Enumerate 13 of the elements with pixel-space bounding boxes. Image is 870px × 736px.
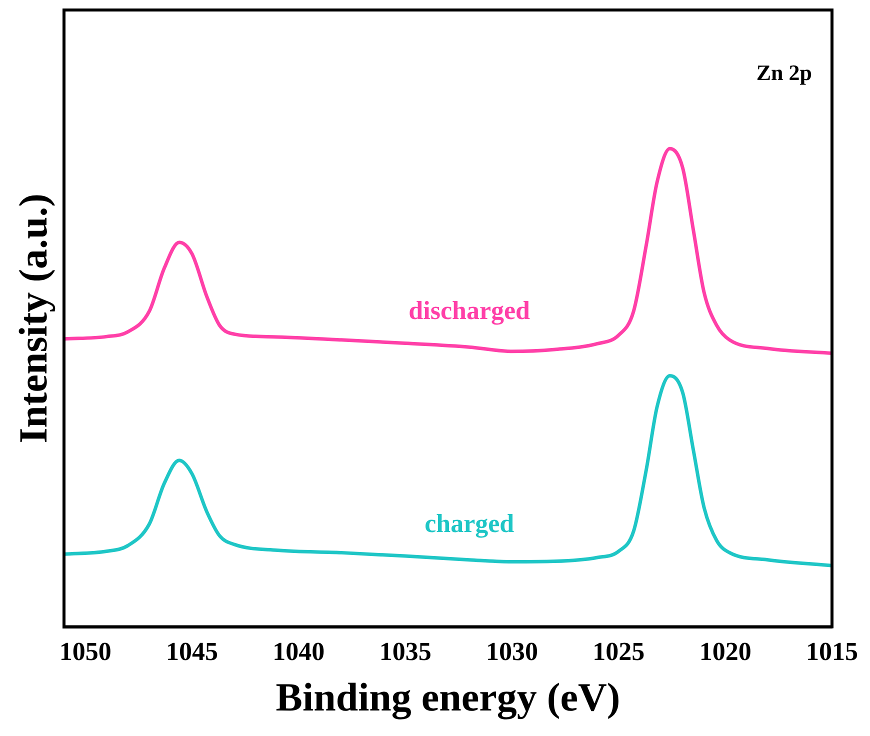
x-tick-label: 1015 [806, 637, 858, 666]
x-tick-label: 1045 [166, 637, 218, 666]
x-tick-label: 1035 [379, 637, 432, 666]
x-tick-label: 1030 [486, 637, 538, 666]
series-label: charged [424, 508, 515, 538]
x-axis-title: Binding energy (eV) [276, 674, 620, 720]
series-label: discharged [408, 296, 531, 326]
y-axis-title: Intensity (a.u.) [10, 193, 56, 444]
x-tick-label: 1020 [699, 637, 752, 666]
x-tick-label: 1025 [592, 637, 645, 666]
text: Zn 2p [756, 60, 812, 85]
x-tick-label: 1040 [272, 637, 325, 666]
x-tick-label: 1050 [59, 637, 112, 666]
